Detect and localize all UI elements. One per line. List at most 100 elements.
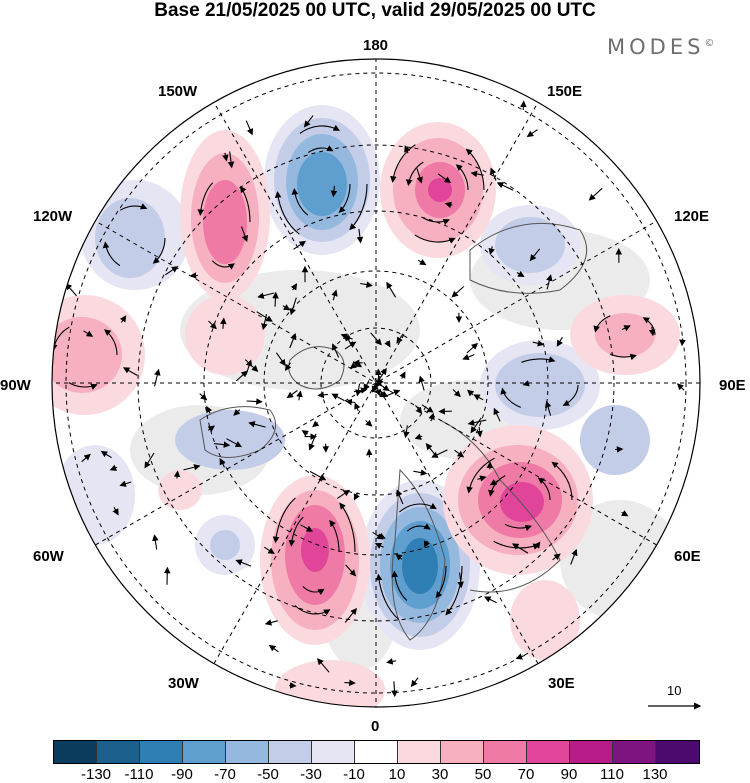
- wind-arrow: [152, 534, 159, 550]
- wind-arrow: [220, 317, 227, 329]
- wind-arrow: [199, 393, 208, 401]
- wind-arrow: [245, 120, 254, 136]
- wind-arrow: [477, 475, 487, 482]
- colorbar-swatch: [441, 741, 484, 763]
- streamline: [405, 161, 424, 187]
- wind-arrow: [264, 619, 278, 626]
- streamline: [399, 502, 437, 513]
- colorbar-swatch: [312, 741, 355, 763]
- wind-arrow: [345, 564, 357, 577]
- streamline: [465, 148, 485, 191]
- label-150w: 150W: [158, 83, 198, 100]
- label-60e: 60E: [674, 548, 701, 565]
- colorbar-swatch: [613, 741, 656, 763]
- wind-arrow: [360, 281, 373, 288]
- label-120e: 120E: [674, 208, 710, 225]
- wind-arrow: [526, 129, 538, 138]
- wind-arrow: [100, 450, 112, 459]
- wind-arrow: [490, 167, 497, 181]
- wind-arrow: [289, 297, 297, 316]
- wind-arrow: [293, 240, 307, 250]
- wind-arrow: [207, 425, 215, 432]
- colorbar-swatch: [269, 741, 312, 763]
- colorbar-swatch: [570, 741, 613, 763]
- wind-arrow: [470, 170, 484, 178]
- map-title: Base 21/05/2025 00 UTC, valid 29/05/2025…: [154, 0, 596, 21]
- wind-arrow: [289, 682, 297, 689]
- label-90w: 90W: [0, 377, 31, 394]
- wind-arrow: [227, 151, 235, 169]
- wind-arrow: [414, 433, 423, 440]
- wind-arrow: [431, 449, 448, 458]
- streamline: [500, 387, 522, 408]
- colorbar-swatch: [527, 741, 570, 763]
- wind-arrow: [213, 441, 231, 448]
- wind-arrow: [331, 343, 340, 358]
- streamline: [521, 356, 556, 363]
- wind-arrow: [522, 380, 530, 387]
- wind-arrow: [290, 283, 298, 291]
- wind-arrow: [473, 394, 484, 401]
- streamline: [272, 497, 296, 544]
- wind-arrow: [529, 248, 541, 262]
- wind-arrow: [282, 304, 291, 311]
- colorbar-tick-label: -130: [80, 766, 112, 783]
- streamline: [288, 516, 304, 547]
- wind-arrow: [415, 404, 423, 415]
- colorbar-tick-label: 70: [517, 766, 535, 783]
- colorbar-tick-label: 110: [600, 766, 624, 783]
- wind-arrow: [301, 430, 309, 437]
- wind-arrow: [309, 471, 327, 481]
- wind-arrow: [300, 524, 314, 532]
- wind-arrow: [391, 681, 398, 698]
- high-anomaly-small: [158, 470, 202, 510]
- wind-arrow: [648, 326, 656, 337]
- wind-arrow: [423, 540, 430, 548]
- label-180: 180: [363, 37, 389, 54]
- wind-arrow: [272, 291, 279, 307]
- streamline: [504, 523, 532, 532]
- wind-arrow: [410, 677, 419, 687]
- streamline: [445, 565, 463, 616]
- wind-arrow: [183, 464, 201, 471]
- streamline: [390, 144, 416, 183]
- colorbar-swatch: [355, 741, 398, 763]
- wind-arrow: [330, 185, 338, 198]
- streamline: [307, 145, 334, 154]
- streamline: [294, 605, 331, 616]
- streamline: [102, 241, 121, 267]
- colorbar-tick-label: 10: [388, 766, 406, 783]
- wind-arrow: [546, 274, 553, 290]
- high-anomaly-canada: [185, 295, 265, 375]
- wind-arrow: [164, 266, 179, 276]
- wind-arrow: [570, 548, 578, 565]
- wind-arrow: [395, 553, 403, 561]
- wind-arrow: [676, 383, 685, 391]
- wind-arrow: [544, 400, 552, 416]
- streamline: [391, 570, 408, 601]
- wind-arrow: [511, 543, 529, 554]
- wind-arrow: [396, 333, 404, 344]
- wind-arrow: [268, 644, 279, 653]
- streamline: [152, 237, 166, 264]
- wind-arrow: [532, 340, 545, 347]
- wind-arrow: [556, 336, 563, 347]
- wind-arrow: [154, 368, 161, 387]
- streamline: [537, 477, 551, 501]
- wind-arrow: [476, 426, 483, 438]
- high-anomaly-60e: [443, 425, 593, 575]
- wind-arrow: [454, 449, 465, 458]
- wind-arrow: [286, 390, 298, 399]
- map-border: [51, 58, 701, 708]
- wind-arrow: [119, 480, 132, 487]
- wind-arrow: [222, 152, 229, 162]
- streamline: [406, 523, 431, 532]
- low-anomaly-north: [264, 105, 380, 255]
- streamline: [299, 124, 340, 134]
- wind-arrow: [621, 510, 629, 517]
- high-anomaly-150w: [180, 130, 270, 300]
- wind-arrow: [353, 387, 368, 394]
- wind-arrow: [81, 453, 91, 463]
- wind-arrow: [374, 542, 384, 549]
